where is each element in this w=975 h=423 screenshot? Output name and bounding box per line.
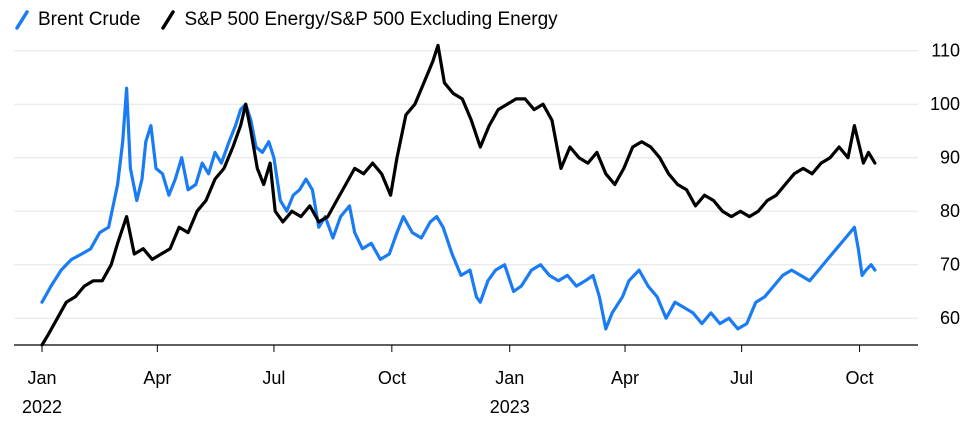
series-line-energy-ratio bbox=[40, 43, 877, 347]
x-tick-label-7: Oct bbox=[846, 368, 874, 388]
legend-item-energy-ratio: S&P 500 Energy/S&P 500 Excluding Energy bbox=[160, 9, 558, 31]
x-tick-year-label-0: 2022 bbox=[22, 397, 62, 417]
y-tick-label-110: 110 bbox=[931, 41, 960, 61]
x-tick-label-2: Jul bbox=[262, 368, 285, 388]
chart-legend: Brent Crude S&P 500 Energy/S&P 500 Exclu… bbox=[14, 7, 578, 33]
x-tick-label-1: Apr bbox=[143, 368, 171, 388]
y-tick-label-100: 100 bbox=[930, 94, 960, 114]
slash-line-icon bbox=[161, 10, 176, 30]
legend-item-brent-crude: Brent Crude bbox=[14, 9, 140, 31]
legend-label-energy-ratio: S&P 500 Energy/S&P 500 Excluding Energy bbox=[184, 9, 558, 30]
series-lines bbox=[40, 43, 877, 347]
y-axis: 60 70 80 90 100 110 bbox=[930, 41, 960, 329]
y-tick-label-70: 70 bbox=[940, 255, 960, 275]
x-axis: Jan 2022 Apr Jul Oct Jan 2023 Apr Jul Oct bbox=[14, 344, 918, 417]
x-tick-label-3: Oct bbox=[378, 368, 406, 388]
y-tick-label-80: 80 bbox=[940, 201, 960, 221]
x-tick-label-4: Jan bbox=[495, 368, 524, 388]
series-line-brent-crude bbox=[40, 86, 877, 331]
legend-label-brent-crude: Brent Crude bbox=[38, 9, 141, 30]
x-tick-year-label-4: 2023 bbox=[490, 397, 530, 417]
x-tick-label-0: Jan bbox=[27, 368, 56, 388]
x-tick-label-5: Apr bbox=[611, 368, 639, 388]
slash-line-icon bbox=[15, 10, 29, 30]
x-tick-label-6: Jul bbox=[730, 368, 753, 388]
y-tick-label-60: 60 bbox=[940, 308, 960, 328]
y-tick-label-90: 90 bbox=[940, 148, 960, 168]
